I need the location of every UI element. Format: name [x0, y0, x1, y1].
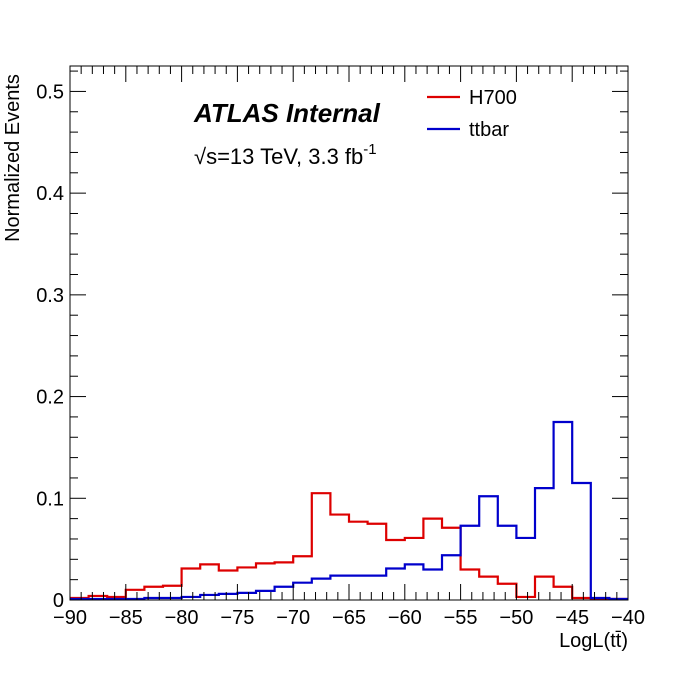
- legend-label-ttbar: ttbar: [469, 119, 509, 141]
- y-axis-ticks: [70, 70, 628, 601]
- y-tick-label: 0.1: [36, 488, 64, 510]
- legend-label-h700: H700: [469, 87, 517, 109]
- y-tick-label: 0: [53, 590, 64, 612]
- y-tick-label: 0.4: [36, 183, 64, 205]
- luminosity-exponent: -1: [363, 141, 376, 158]
- y-tick-label: 0.5: [36, 81, 64, 103]
- x-tick-label: −50: [499, 607, 533, 629]
- x-axis-ticks: [69, 66, 629, 600]
- x-tick-label: −55: [444, 607, 478, 629]
- x-axis-tick-labels: −90 −85 −80 −75 −70 −65 −60 −55 −50 −45 −40: [53, 607, 645, 629]
- energy-luminosity-label: √s=13 TeV, 3.3 fb-1: [194, 141, 377, 169]
- x-tick-label: −70: [276, 607, 310, 629]
- x-tick-label: −85: [109, 607, 143, 629]
- x-tick-label: −80: [165, 607, 199, 629]
- y-tick-label: 0.2: [36, 387, 64, 409]
- x-tick-label: −60: [388, 607, 422, 629]
- x-tick-label: −65: [332, 607, 366, 629]
- atlas-label: ATLAS Internal: [193, 98, 381, 128]
- y-axis-label: Normalized Events: [2, 74, 24, 242]
- series-line-h700: [70, 492, 628, 601]
- energy-luminosity-text: √s=13 TeV, 3.3 fb: [194, 144, 363, 169]
- series-layer: [70, 420, 628, 601]
- x-tick-label: −45: [555, 607, 589, 629]
- series-line-ttbar: [70, 420, 628, 601]
- x-tick-label: −75: [220, 607, 254, 629]
- x-tick-label: −40: [611, 607, 645, 629]
- y-axis-tick-labels: 0 0.1 0.2 0.3 0.4 0.5: [36, 81, 64, 612]
- x-tick-label: −90: [53, 607, 87, 629]
- legend: H700 ttbar: [427, 87, 517, 141]
- x-axis-label: LogL(tt̄): [559, 630, 628, 652]
- y-tick-label: 0.3: [36, 285, 64, 307]
